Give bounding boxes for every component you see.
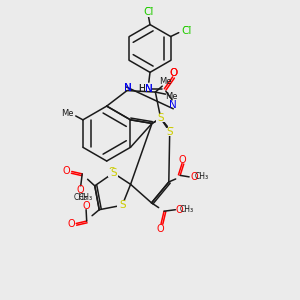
Text: CH₃: CH₃ bbox=[180, 205, 194, 214]
Text: Me: Me bbox=[61, 110, 74, 118]
Text: CH₃: CH₃ bbox=[78, 193, 92, 202]
Text: O: O bbox=[176, 205, 183, 215]
Text: CH₃: CH₃ bbox=[74, 193, 88, 202]
Text: O: O bbox=[82, 200, 90, 211]
FancyBboxPatch shape bbox=[118, 201, 127, 209]
FancyBboxPatch shape bbox=[142, 8, 155, 16]
Text: Cl: Cl bbox=[181, 26, 191, 36]
Text: Cl: Cl bbox=[143, 7, 154, 17]
Text: N: N bbox=[169, 100, 177, 110]
Text: O: O bbox=[77, 185, 85, 195]
Text: N: N bbox=[124, 83, 131, 93]
Text: O: O bbox=[170, 68, 178, 78]
Text: S: S bbox=[118, 201, 124, 212]
Text: O: O bbox=[157, 224, 164, 233]
Text: O: O bbox=[191, 172, 198, 182]
Text: N: N bbox=[145, 84, 153, 94]
Text: S: S bbox=[158, 113, 164, 123]
FancyBboxPatch shape bbox=[109, 169, 118, 177]
Text: CH₃: CH₃ bbox=[195, 172, 209, 182]
Text: Me: Me bbox=[160, 77, 172, 86]
FancyBboxPatch shape bbox=[165, 128, 175, 136]
Text: S: S bbox=[119, 200, 125, 210]
Text: H: H bbox=[138, 84, 144, 93]
Text: Me: Me bbox=[165, 92, 177, 101]
Text: S: S bbox=[109, 167, 116, 177]
Text: S: S bbox=[110, 168, 117, 178]
Text: Cl: Cl bbox=[143, 7, 154, 17]
Text: S: S bbox=[167, 127, 174, 137]
Text: Cl: Cl bbox=[181, 26, 191, 36]
Text: O: O bbox=[170, 68, 178, 78]
FancyBboxPatch shape bbox=[180, 27, 193, 36]
Text: O: O bbox=[179, 155, 186, 165]
Text: H: H bbox=[138, 84, 144, 93]
FancyBboxPatch shape bbox=[156, 115, 166, 122]
Text: S: S bbox=[167, 127, 173, 137]
Text: N: N bbox=[145, 84, 153, 94]
Text: O: O bbox=[63, 166, 70, 176]
Text: N: N bbox=[124, 83, 131, 93]
Text: O: O bbox=[68, 219, 75, 229]
